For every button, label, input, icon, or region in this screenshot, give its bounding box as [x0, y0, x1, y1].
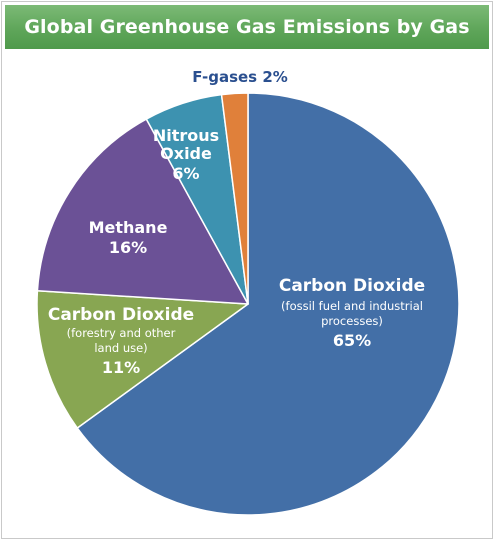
- slice-co2-fossil: [76, 92, 460, 516]
- label-nitrous-line2: Oxide: [160, 144, 212, 163]
- title-bar: Global Greenhouse Gas Emissions by Gas: [5, 5, 489, 49]
- label-co2-forest-name: Carbon Dioxide: [48, 305, 194, 325]
- label-co2-fossil-sub2: processes): [321, 314, 383, 328]
- label-co2-fossil-pct: 65%: [333, 331, 371, 350]
- label-co2-fossil-sub1: (fossil fuel and industrial: [281, 299, 423, 313]
- label-co2-forest-sub1: (forestry and other: [67, 326, 176, 340]
- slice-methane: [36, 118, 249, 305]
- label-nitrous-pct: 6%: [172, 164, 199, 183]
- slice-co2-forest: [36, 290, 249, 429]
- label-fgases: F-gases 2%: [192, 68, 288, 86]
- label-co2-forest-sub2: land use): [94, 341, 147, 355]
- pie-slices: [36, 92, 460, 516]
- label-nitrous-line1: Nitrous: [153, 126, 219, 145]
- label-methane-pct: 16%: [109, 238, 147, 257]
- label-co2-forest-pct: 11%: [102, 358, 140, 377]
- slice-f-gases: [220, 92, 249, 305]
- label-co2-fossil-name: Carbon Dioxide: [279, 276, 425, 296]
- label-methane-name: Methane: [89, 218, 168, 237]
- chart-title: Global Greenhouse Gas Emissions by Gas: [24, 16, 470, 38]
